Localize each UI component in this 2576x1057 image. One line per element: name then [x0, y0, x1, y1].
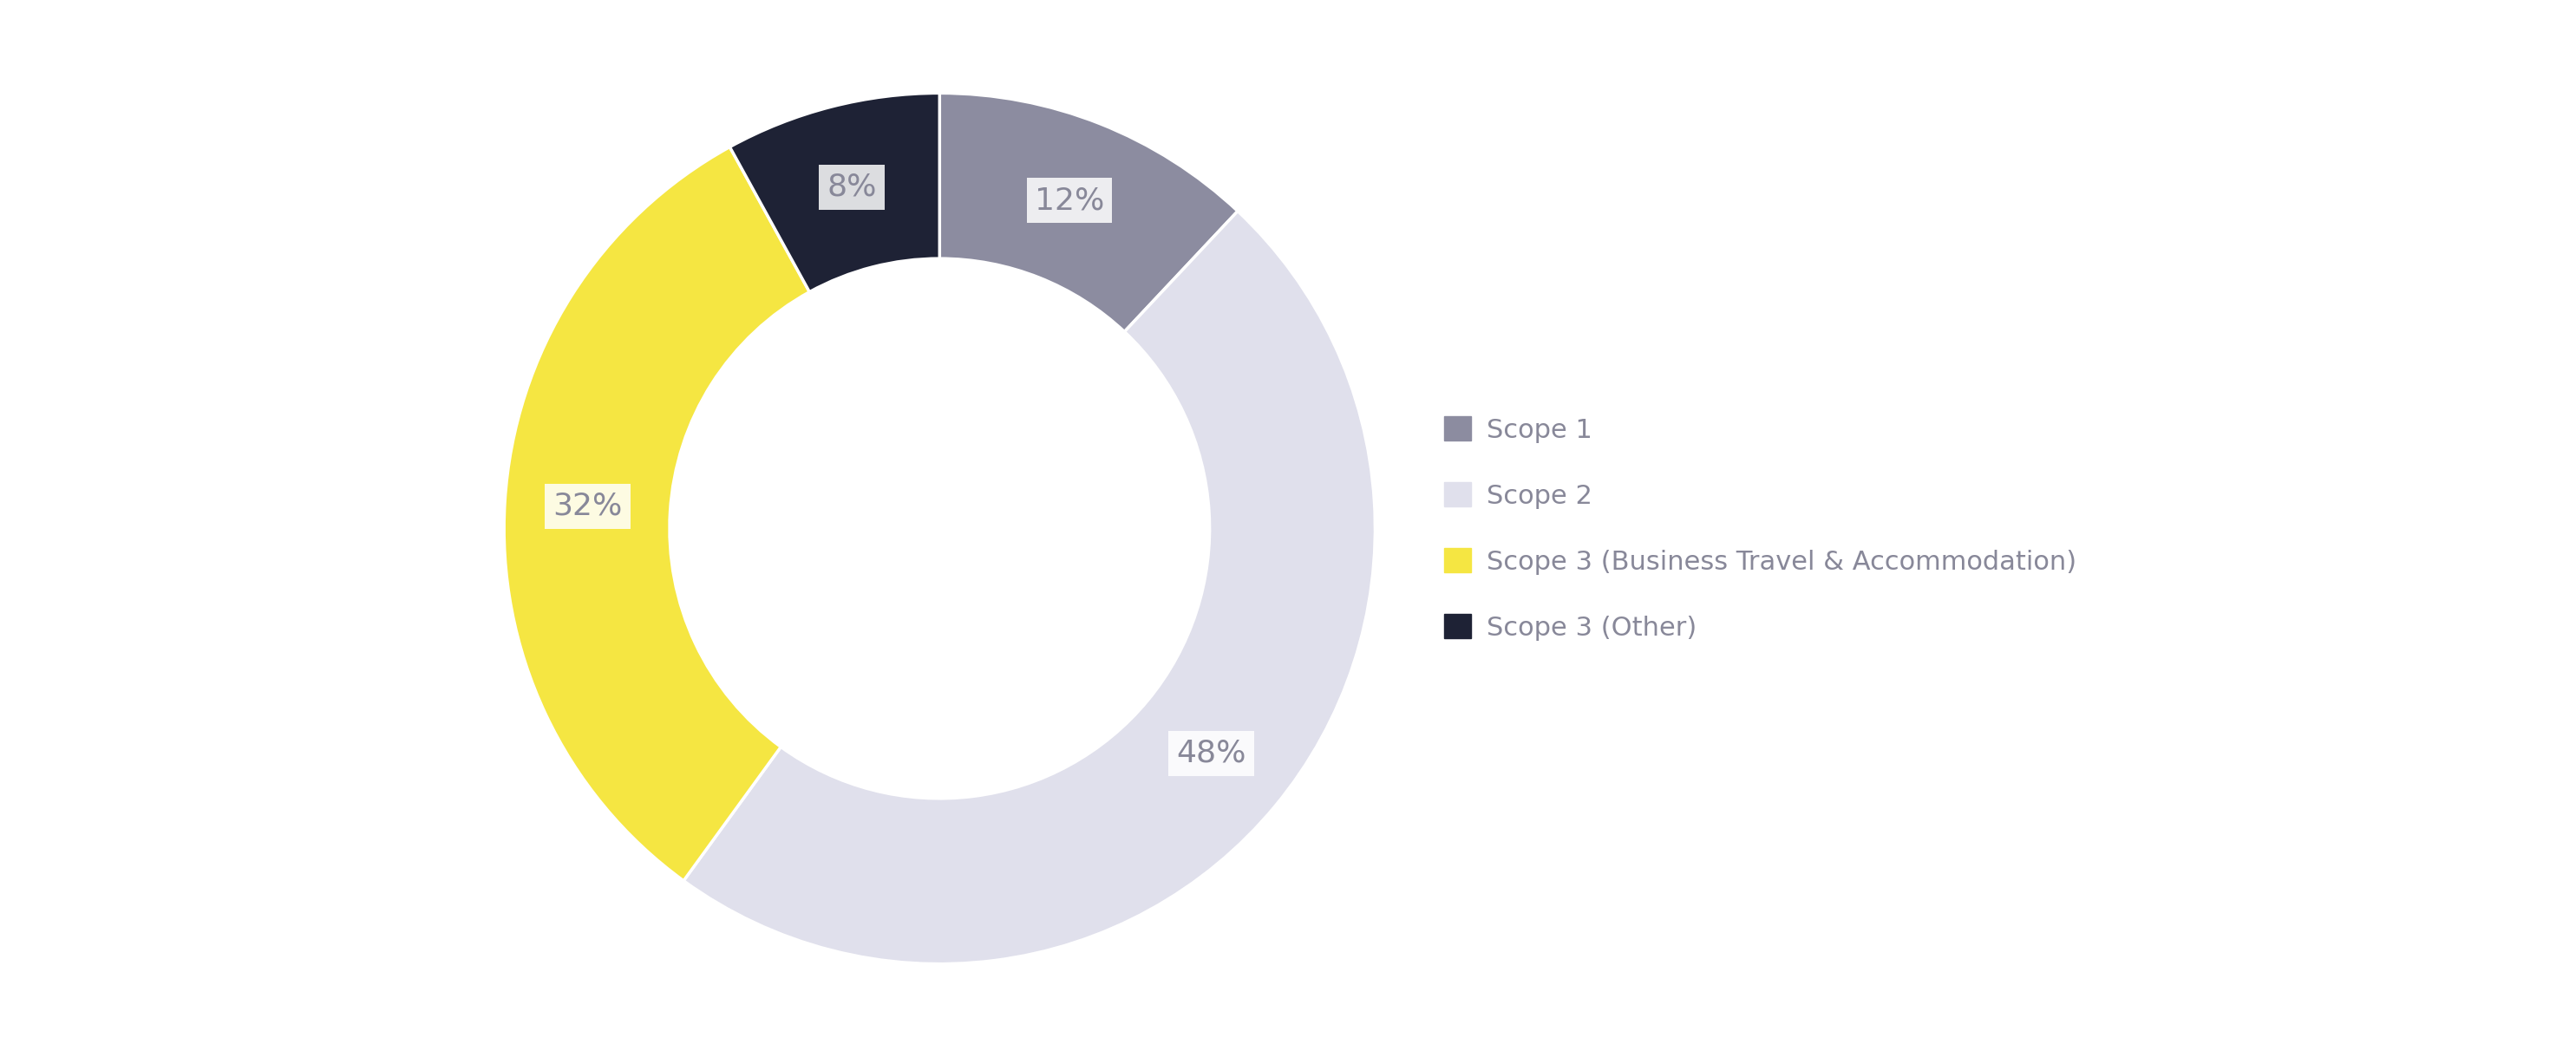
- Text: 48%: 48%: [1177, 739, 1247, 768]
- Text: 12%: 12%: [1036, 186, 1105, 216]
- Wedge shape: [505, 147, 809, 880]
- Text: 32%: 32%: [554, 492, 623, 521]
- Legend: Scope 1, Scope 2, Scope 3 (Business Travel & Accommodation), Scope 3 (Other): Scope 1, Scope 2, Scope 3 (Business Trav…: [1445, 416, 2076, 641]
- Wedge shape: [729, 93, 940, 292]
- Text: 8%: 8%: [827, 172, 876, 202]
- Wedge shape: [683, 211, 1376, 964]
- Wedge shape: [940, 93, 1236, 332]
